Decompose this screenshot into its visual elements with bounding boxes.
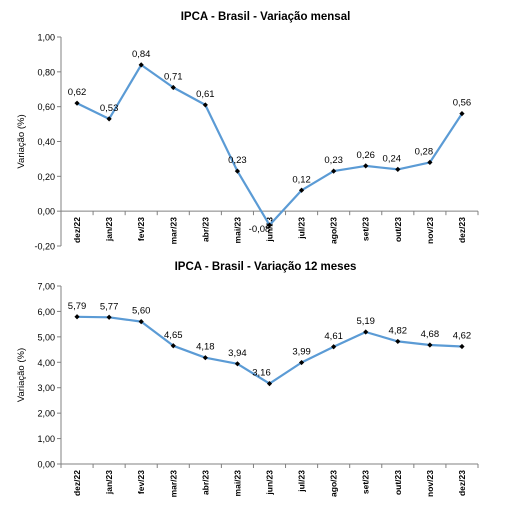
- x-tick-label: fev/23: [136, 217, 146, 241]
- x-tick-label: dez/23: [457, 217, 467, 243]
- y-tick-label: 0,60: [37, 102, 55, 112]
- data-point: [395, 338, 401, 345]
- data-label: 0,84: [132, 49, 151, 60]
- y-tick-label: 1,00: [37, 33, 55, 43]
- data-label: 3,94: [228, 348, 247, 359]
- chart-title: IPCA - Brasil - Variação mensal: [180, 11, 351, 23]
- data-label: 4,61: [324, 331, 343, 342]
- data-label: 3,16: [252, 368, 271, 379]
- x-tick-label: abr/23: [200, 217, 210, 242]
- data-label: 5,60: [132, 306, 151, 317]
- data-label: 0,26: [356, 150, 375, 161]
- data-point: [427, 342, 433, 348]
- data-label: 0,23: [228, 155, 247, 166]
- x-tick-label: abr/23: [200, 470, 210, 495]
- data-point: [170, 343, 176, 349]
- data-point: [331, 344, 337, 350]
- data-point: [234, 168, 241, 174]
- data-point: [74, 100, 80, 106]
- y-tick-label: -0,20: [34, 242, 55, 252]
- x-tick-label: out/23: [393, 470, 403, 495]
- data-point: [74, 314, 80, 320]
- x-tick-label: dez/22: [72, 217, 82, 243]
- data-label: 4,62: [453, 331, 472, 342]
- x-tick-label: set/23: [361, 470, 371, 494]
- y-tick-label: 0,00: [37, 460, 55, 470]
- y-tick-label: 4,00: [37, 358, 55, 368]
- data-label: 0,61: [196, 89, 215, 100]
- x-tick-label: fev/23: [136, 470, 146, 494]
- data-label: 5,19: [356, 316, 375, 327]
- y-tick-label: 0,80: [37, 67, 55, 77]
- x-tick-label: nov/23: [425, 217, 435, 244]
- y-tick-label: 6,00: [37, 307, 55, 317]
- data-point: [298, 187, 305, 193]
- x-tick-label: mar/23: [168, 470, 178, 498]
- chart-plot: 7,00 6,00 5,00 4,00 3,00 2,00 1,00 0,00 dez/22 ja…: [16, 282, 479, 498]
- data-point: [170, 84, 176, 91]
- x-tick-label: ago/23: [329, 470, 339, 497]
- data-point: [331, 168, 337, 174]
- y-tick-label: 7,00: [37, 282, 55, 292]
- x-tick-label: mar/23: [168, 217, 178, 245]
- y-tick-label: 5,00: [37, 332, 55, 342]
- data-label: 0,24: [383, 153, 402, 164]
- data-point: [459, 343, 465, 350]
- data-label: 4,82: [389, 325, 408, 336]
- x-tick-label: jun/23: [265, 217, 275, 243]
- data-point: [106, 116, 112, 122]
- y-tick-label: 1,00: [37, 434, 55, 444]
- data-point: [202, 102, 208, 108]
- data-label: 0,62: [68, 87, 87, 98]
- x-tick-label: dez/23: [457, 470, 467, 496]
- chart-title: IPCA - Brasil - Variação 12 meses: [174, 261, 357, 273]
- data-point: [363, 163, 369, 169]
- x-tick-label: jan/23: [104, 470, 114, 495]
- twelve-month-variation-chart: IPCA - Brasil - Variação 12 meses 7,00 6,…: [0, 257, 531, 507]
- data-label: 0,23: [324, 155, 343, 166]
- data-label: 4,18: [196, 342, 215, 353]
- monthly-variation-chart: IPCA - Brasil - Variação mensal 1,00 0,80…: [16, 11, 479, 252]
- data-label: 5,79: [68, 301, 87, 312]
- data-point: [266, 222, 273, 228]
- data-label: 0,56: [453, 98, 472, 109]
- data-point: [427, 159, 433, 165]
- data-label: 4,65: [164, 330, 183, 341]
- y-axis-title: Variação (%): [16, 348, 27, 402]
- x-tick-label: mai/23: [232, 470, 242, 497]
- x-tick-label: jan/23: [104, 217, 114, 242]
- data-point: [395, 166, 401, 172]
- data-point: [138, 62, 144, 68]
- data-point: [459, 111, 465, 117]
- y-axis-title: Variação (%): [16, 114, 27, 168]
- x-tick-label: mai/23: [232, 217, 242, 244]
- chart-plot: 1,00 0,80 0,60 0,40 0,20 0,00 -0,20 dez/22 jan/2…: [16, 33, 479, 252]
- data-label: -0,08: [249, 224, 271, 235]
- data-label: 4,68: [421, 329, 440, 340]
- data-label: 0,53: [100, 103, 119, 114]
- y-tick-label: 0,40: [37, 137, 55, 147]
- x-tick-label: jun/23: [265, 470, 275, 496]
- data-label: 0,28: [415, 146, 434, 157]
- x-tick-label: set/23: [361, 217, 371, 241]
- x-tick-label: nov/23: [425, 470, 435, 497]
- x-tick-label: jul/23: [297, 470, 307, 493]
- data-label: 0,71: [164, 72, 183, 83]
- y-tick-label: 0,00: [37, 207, 55, 217]
- data-label: 5,77: [100, 301, 119, 312]
- data-point: [106, 314, 112, 320]
- x-tick-label: dez/22: [72, 470, 82, 496]
- data-label: 0,12: [292, 174, 311, 185]
- x-tick-label: jul/23: [297, 217, 307, 240]
- x-tick-label: ago/23: [329, 217, 339, 244]
- series-line: [76, 63, 463, 227]
- y-tick-label: 3,00: [37, 383, 55, 393]
- y-tick-label: 2,00: [37, 409, 55, 419]
- data-label: 3,99: [292, 347, 311, 358]
- y-tick-label: 0,20: [37, 172, 55, 182]
- x-tick-label: out/23: [393, 217, 403, 242]
